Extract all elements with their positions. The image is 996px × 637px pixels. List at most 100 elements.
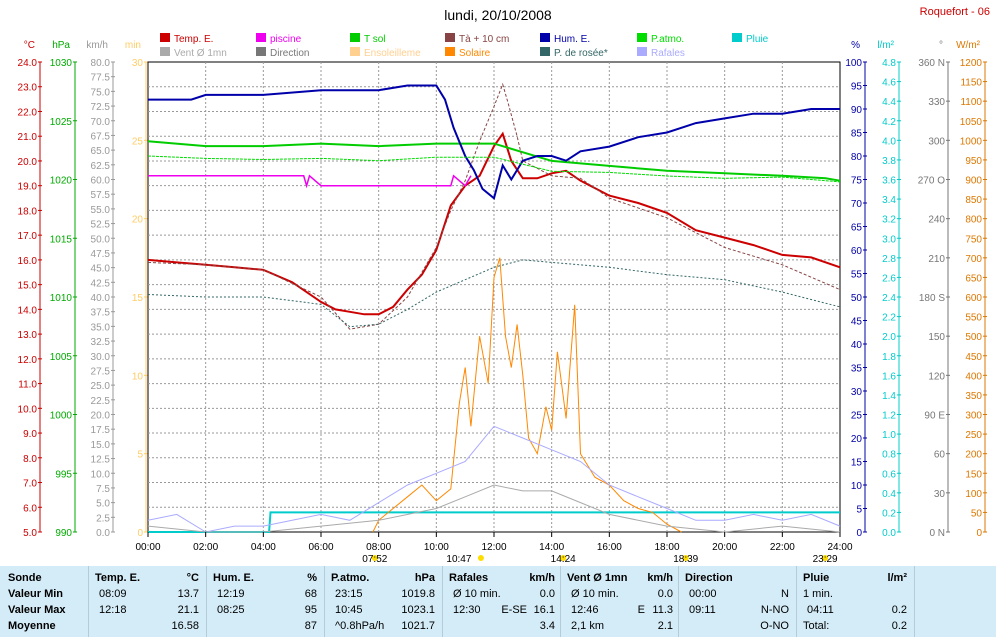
axis-tick-wind: 62.5 <box>91 161 111 172</box>
axis-tick-solar: 250 <box>965 430 982 441</box>
axis-tick-hum: 40 <box>851 340 863 351</box>
stat-header: Direction <box>685 572 733 584</box>
legend-swatch <box>160 47 170 56</box>
stat-time: 10:45 <box>335 604 363 616</box>
axis-tick-solar: 500 <box>965 332 982 343</box>
axis-tick-rain: 2.8 <box>882 254 896 265</box>
stat-time: 23:15 <box>335 588 363 600</box>
stat-value: 68 <box>304 588 317 600</box>
stat-value: 0.0 <box>657 588 673 600</box>
axis-tick-solar: 0 <box>976 528 982 539</box>
stat-time: 12:46 <box>571 604 599 616</box>
stat-value: 95 <box>304 604 317 616</box>
axis-tick-rain: 2.6 <box>882 273 896 284</box>
axis-tick-wind: 77.5 <box>91 73 111 84</box>
sun-marker-label: 07:52 <box>362 554 387 565</box>
axis-tick-wind: 27.5 <box>91 366 111 377</box>
axis-tick-temp: 14.0 <box>18 305 38 316</box>
axis-tick-solar: 850 <box>965 195 982 206</box>
col-hum: Hum. E.% 12:19 68 08:25 95 87 <box>206 566 325 637</box>
axis-tick-temp: 5.0 <box>23 528 37 539</box>
stat-unit: °C <box>186 572 199 584</box>
axis-tick-hum: 80 <box>851 152 863 163</box>
legend: Temp. E. piscine T sol Tà + 10 cm Hum. E. P.a… <box>160 33 769 59</box>
axis-tick-rain: 3.0 <box>882 234 896 245</box>
axis-tick-hum: 100 <box>845 58 862 69</box>
legend-label: Direction <box>270 48 309 59</box>
legend-swatch <box>637 47 647 56</box>
legend-swatch <box>637 33 647 42</box>
axis-tick-hum: 0 <box>856 528 862 539</box>
axis-tick-wind: 50.0 <box>91 234 111 245</box>
stat-header: Sonde <box>8 572 42 584</box>
stat-value: 0.2 <box>891 620 907 632</box>
axis-tick-solar: 700 <box>965 254 982 265</box>
sun-marker <box>560 555 567 561</box>
axes: °C 24.0 23.0 22.0 21.0 20.0 19.0 18.0 17.0 16.0 15… <box>18 40 987 539</box>
axis-tick-min: 10 <box>132 371 144 382</box>
x-tick-label: 16:00 <box>597 542 622 553</box>
axis-tick-wind: 55.0 <box>91 205 111 216</box>
legend-swatch <box>160 33 170 42</box>
legend-label: Tà + 10 cm <box>459 34 509 45</box>
axis-tick-press: 990 <box>55 528 72 539</box>
stat-value: 13.7 <box>177 588 199 600</box>
series-line-t-10-cm <box>147 82 841 330</box>
stat-time: 2,1 km <box>571 620 605 632</box>
stat-header: Vent Ø 1mn <box>567 572 628 584</box>
axis-tick-dir: 270 O <box>918 176 945 187</box>
axis-tick-wind: 75.0 <box>91 87 111 98</box>
x-tick-label: 12:00 <box>481 542 506 553</box>
axis-tick-solar: 150 <box>965 469 982 480</box>
col-empty <box>914 566 996 637</box>
x-tick-label: 00:00 <box>135 542 160 553</box>
axis-tick-wind: 15.0 <box>91 440 111 451</box>
stat-value: 21.1 <box>177 604 199 616</box>
axis-tick-wind: 40.0 <box>91 293 111 304</box>
axis-tick-rain: 4.8 <box>882 58 896 69</box>
axis-unit-rain: l/m² <box>877 40 894 51</box>
axis-tick-hum: 15 <box>851 458 863 469</box>
axis-tick-hum: 55 <box>851 270 863 281</box>
axis-tick-min: 0 <box>137 528 143 539</box>
legend-swatch <box>540 47 550 56</box>
axis-tick-min: 30 <box>132 58 144 69</box>
stat-value: 16.1 <box>533 604 555 616</box>
axis-tick-press: 1020 <box>50 176 73 187</box>
axis-tick-rain: 4.0 <box>882 136 896 147</box>
stat-row-label: Valeur Min <box>8 588 64 600</box>
stat-header: Rafales <box>449 572 489 584</box>
stat-time: 09:11 <box>689 604 716 616</box>
axis-tick-temp: 16.0 <box>18 256 38 267</box>
axis-unit-min: min <box>125 40 141 51</box>
series-line-p-de-ros-e- <box>147 259 841 328</box>
stat-value: 87 <box>304 620 317 632</box>
legend-swatch <box>540 33 550 42</box>
axis-tick-dir: 240 <box>928 215 945 226</box>
axis-unit-solar: W/m² <box>956 40 981 51</box>
axis-tick-wind: 80.0 <box>91 58 111 69</box>
legend-swatch <box>732 33 742 42</box>
axis-tick-solar: 1000 <box>960 136 983 147</box>
axis-tick-rain: 3.2 <box>882 215 896 226</box>
legend-label: Ensoleilleme <box>364 48 421 59</box>
axis-tick-hum: 20 <box>851 434 863 445</box>
chart-marks <box>147 82 841 533</box>
axis-tick-hum: 45 <box>851 317 863 328</box>
legend-label: P.atmo. <box>651 34 684 45</box>
stat-time: 00:00 <box>689 588 717 600</box>
stat-value: 0.2 <box>891 604 907 616</box>
axis-tick-rain: 0.8 <box>882 450 896 461</box>
axis-unit-press: hPa <box>52 40 70 51</box>
axis-tick-hum: 95 <box>851 82 863 93</box>
legend-swatch <box>350 47 360 56</box>
axis-tick-rain: 4.2 <box>882 117 896 128</box>
col-direction: Direction 00:00 N 09:11 N-NO O-NO <box>678 566 797 637</box>
series-line-piscine <box>148 174 472 189</box>
axis-tick-solar: 800 <box>965 215 982 226</box>
axis-tick-wind: 30.0 <box>91 352 111 363</box>
x-tick-label: 04:00 <box>251 542 276 553</box>
x-tick-label: 24:00 <box>827 542 852 553</box>
stat-row-label: Moyenne <box>8 620 56 632</box>
axis-tick-solar: 50 <box>971 508 983 519</box>
